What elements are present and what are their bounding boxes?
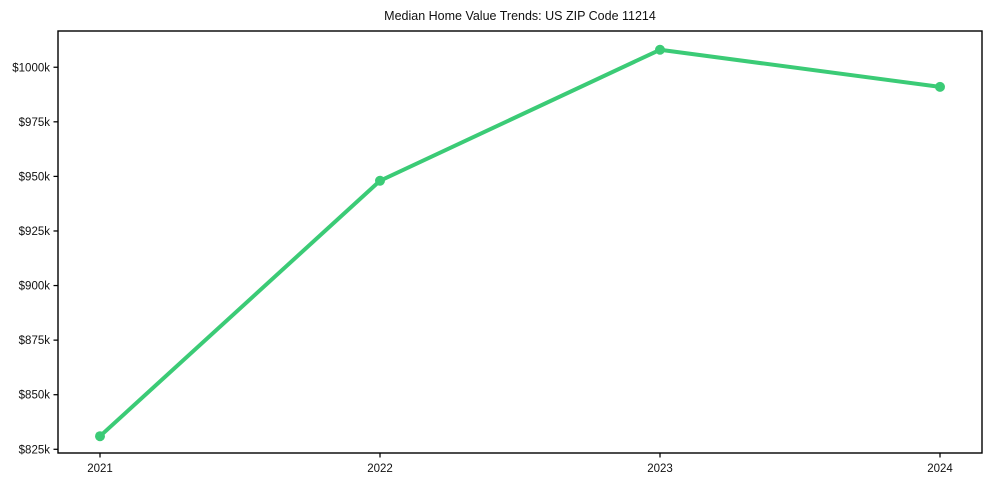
chart-title: Median Home Value Trends: US ZIP Code 11… — [384, 9, 656, 23]
chart-axes: $825k $850k $875k $900k $925k $950k $975k $1000… — [12, 30, 983, 475]
trend-line — [98, 47, 942, 439]
data-point-marker — [375, 175, 385, 186]
x-axis-tick-label: 2024 — [927, 463, 953, 475]
chart-series — [95, 44, 945, 442]
y-axis-tick-label: $950k — [19, 171, 51, 183]
y-axis-tick-label: $825k — [19, 444, 51, 456]
plot-area — [57, 30, 983, 454]
x-axis-tick-label: 2023 — [647, 463, 673, 475]
y-axis-tick-label: $1000k — [12, 62, 50, 74]
y-axis-tick-label: $850k — [19, 390, 51, 402]
y-axis-tick-label: $975k — [19, 117, 51, 129]
x-axis-tick-label: 2021 — [87, 463, 113, 475]
y-axis-tick-label: $900k — [19, 281, 51, 293]
data-point-marker — [935, 81, 945, 92]
y-axis-tick-label: $875k — [19, 335, 51, 347]
y-axis-tick-label: $925k — [19, 226, 51, 238]
data-point-marker — [655, 44, 665, 55]
data-point-marker — [95, 431, 105, 442]
x-axis-tick-label: 2022 — [367, 463, 393, 475]
